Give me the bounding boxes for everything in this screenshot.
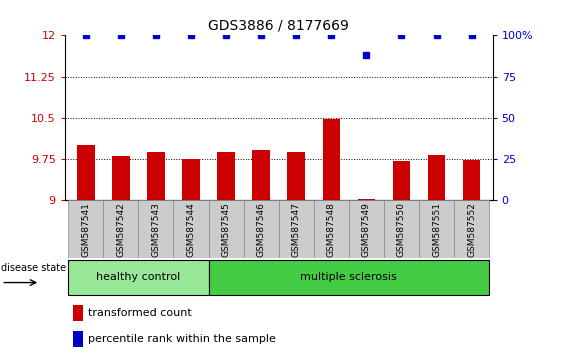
Bar [208,200,244,258]
Text: GSM587548: GSM587548 [327,202,336,257]
Title: GDS3886 / 8177669: GDS3886 / 8177669 [208,19,349,33]
Bar [138,200,173,258]
Bar [323,119,340,200]
Bar [68,261,208,295]
Text: GSM587551: GSM587551 [432,202,441,257]
Text: GSM587552: GSM587552 [467,202,476,257]
Text: GSM587542: GSM587542 [117,202,126,257]
Bar [104,200,138,258]
Bar [314,200,349,258]
Text: GSM587545: GSM587545 [222,202,231,257]
Bar [384,200,419,258]
Text: GSM587549: GSM587549 [362,202,371,257]
Bar [349,200,384,258]
Text: GSM587547: GSM587547 [292,202,301,257]
Bar [288,152,305,200]
Bar [77,145,95,200]
Text: GSM587541: GSM587541 [81,202,90,257]
Bar [68,200,104,258]
Bar [392,160,410,200]
Bar [252,150,270,200]
Bar [173,200,208,258]
Bar [279,200,314,258]
Bar [358,199,375,200]
Text: GSM587544: GSM587544 [186,202,195,257]
Bar [428,155,445,200]
Bar [419,200,454,258]
Bar [463,160,480,200]
Bar [208,261,489,295]
Text: GSM587550: GSM587550 [397,202,406,257]
Text: healthy control: healthy control [96,272,181,282]
Bar [73,305,83,321]
Text: transformed count: transformed count [88,308,192,318]
Bar [112,156,129,200]
Bar [182,159,200,200]
Bar [454,200,489,258]
Text: GSM587546: GSM587546 [257,202,266,257]
Bar [147,152,165,200]
Text: GSM587543: GSM587543 [151,202,160,257]
Text: disease state: disease state [1,263,66,273]
Text: percentile rank within the sample: percentile rank within the sample [88,334,276,344]
Bar [73,331,83,347]
Text: multiple sclerosis: multiple sclerosis [301,272,397,282]
Bar [244,200,279,258]
Bar [217,152,235,200]
